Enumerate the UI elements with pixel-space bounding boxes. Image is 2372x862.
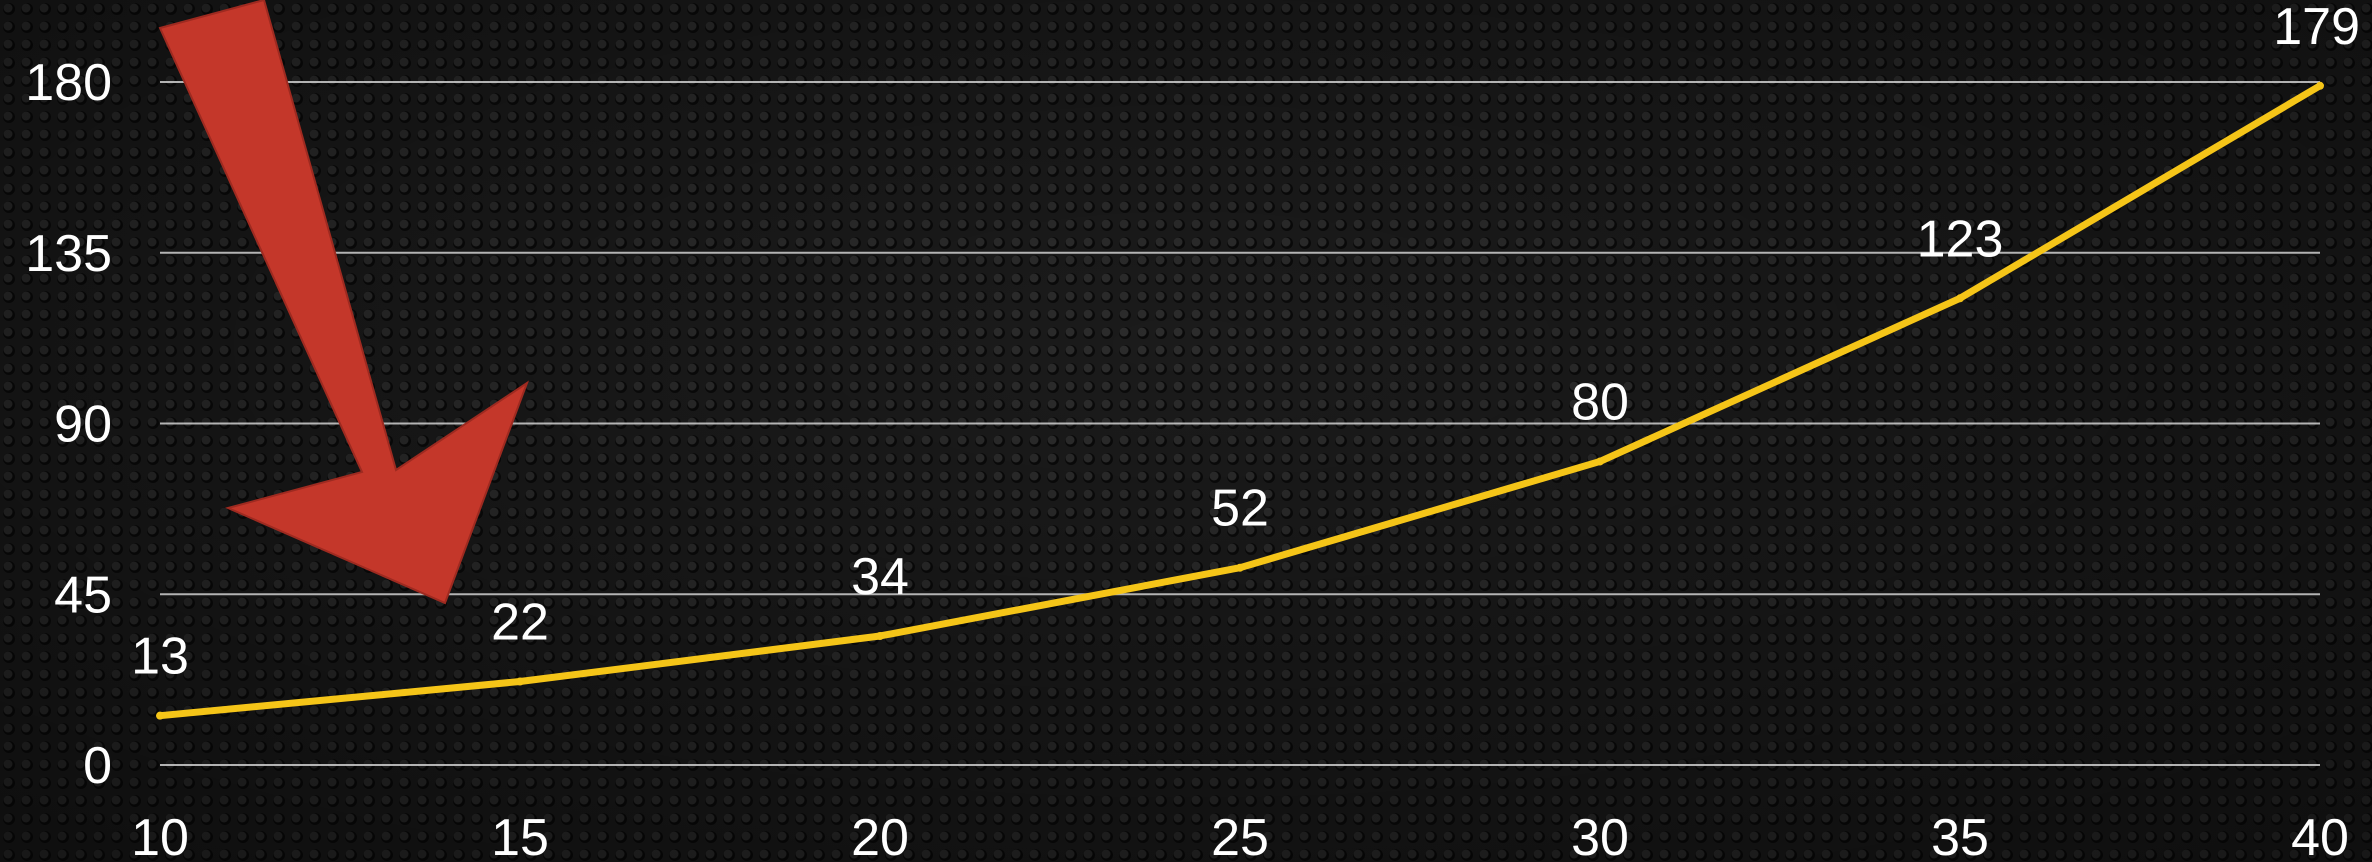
x-tick-label-40: 40 [2291,809,2349,862]
x-tick-label-30: 30 [1571,809,1629,862]
data-point-30 [1596,457,1604,466]
data-label-35: 123 [1917,210,2004,268]
x-axis-tick-labels: 10 15 20 25 30 35 40 [131,809,2349,862]
x-tick-label-10: 10 [131,809,189,862]
data-label-10: 13 [131,628,189,686]
grid-lines [160,81,2320,766]
x-tick-label-15: 15 [491,809,549,862]
y-axis-tick-labels: 0 45 90 135 180 [25,54,112,795]
data-label-30: 80 [1571,373,1629,431]
data-point-20 [876,631,884,640]
x-tick-label-35: 35 [1931,809,1989,862]
red-arrow-annotation [158,0,530,605]
data-point-10 [156,711,164,720]
data-labels: 13 22 34 52 80 123 179 [131,0,2360,686]
data-label-15: 22 [491,594,549,652]
x-tick-label-20: 20 [851,809,909,862]
data-point-40 [2316,81,2324,90]
y-tick-label-135: 135 [25,225,112,283]
y-tick-label-45: 45 [54,566,112,624]
x-tick-label-25: 25 [1211,809,1269,862]
data-label-40: 179 [2273,0,2360,56]
data-point-15 [516,677,524,686]
y-tick-label-90: 90 [54,396,112,454]
series-line [156,81,2324,720]
data-label-20: 34 [851,548,909,606]
data-label-25: 52 [1211,480,1269,538]
y-tick-label-0: 0 [83,737,112,795]
data-point-35 [1956,294,1964,303]
y-tick-label-180: 180 [25,54,112,112]
data-point-25 [1236,563,1244,572]
